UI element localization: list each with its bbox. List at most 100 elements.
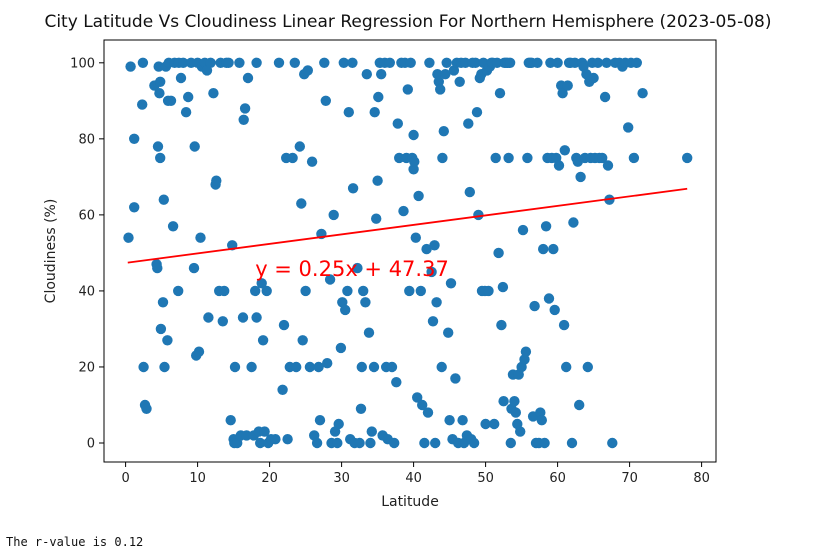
data-point — [162, 335, 173, 346]
data-point — [496, 319, 507, 331]
data-point — [497, 281, 509, 293]
data-point — [431, 297, 442, 308]
data-point — [426, 266, 437, 278]
data-point — [155, 152, 166, 164]
y-tick-label: 0 — [87, 436, 95, 451]
data-point — [153, 61, 164, 72]
data-point — [152, 141, 164, 152]
regression-equation: y = 0.25x + 47.37 — [255, 257, 449, 281]
data-point — [246, 361, 257, 373]
x-tick-label: 10 — [189, 471, 206, 486]
data-point — [637, 88, 648, 99]
data-point — [392, 118, 403, 129]
data-point — [574, 399, 585, 411]
data-point — [324, 274, 336, 285]
data-point — [444, 415, 455, 426]
data-point — [365, 437, 376, 449]
data-point — [445, 278, 457, 289]
data-point — [360, 297, 371, 308]
data-point — [229, 361, 241, 373]
data-point — [123, 232, 134, 243]
data-point — [355, 403, 367, 414]
data-point — [424, 57, 435, 68]
data-point — [225, 415, 236, 426]
y-tick-label: 20 — [78, 360, 95, 375]
data-point — [313, 361, 324, 373]
data-point — [358, 285, 369, 297]
data-point — [211, 175, 222, 186]
y-tick-label: 60 — [78, 208, 95, 223]
data-point — [436, 361, 447, 373]
data-point — [223, 57, 234, 68]
data-point — [498, 396, 509, 407]
data-points — [123, 57, 693, 449]
data-point — [520, 346, 532, 357]
x-tick-label: 40 — [405, 471, 422, 486]
data-point — [504, 57, 516, 68]
data-point — [597, 152, 608, 164]
x-axis-label: Latitude — [381, 494, 439, 510]
data-point — [302, 65, 313, 76]
data-point — [471, 107, 483, 118]
data-point — [391, 377, 402, 388]
data-point — [368, 361, 380, 373]
data-point — [389, 437, 400, 449]
x-tick-label: 50 — [477, 471, 494, 486]
data-point — [464, 186, 475, 198]
data-point — [494, 88, 506, 99]
data-point — [491, 57, 503, 68]
data-point — [273, 57, 285, 68]
data-point — [347, 57, 358, 68]
data-point — [282, 434, 293, 445]
data-point — [157, 297, 169, 308]
data-point — [237, 312, 249, 323]
data-point — [473, 209, 484, 221]
data-point — [203, 312, 214, 323]
data-point — [430, 437, 441, 449]
data-point — [405, 57, 416, 68]
data-point — [557, 88, 568, 99]
data-point — [356, 361, 367, 373]
data-point — [519, 354, 530, 365]
data-point — [415, 285, 426, 297]
data-point — [338, 57, 349, 68]
data-point — [183, 91, 194, 103]
data-point — [553, 160, 565, 171]
x-axis-ticks: 0 10 20 30 40 50 60 70 80 — [121, 462, 710, 486]
data-point — [602, 160, 614, 171]
data-point — [352, 262, 363, 274]
r-value-output: The r-value is 0.12 — [6, 535, 144, 549]
data-point — [398, 205, 409, 217]
data-point — [343, 107, 354, 118]
data-point — [409, 156, 420, 167]
data-point — [373, 91, 384, 103]
data-point — [256, 278, 267, 289]
data-point — [422, 407, 434, 418]
data-point — [575, 171, 586, 183]
data-point — [510, 407, 521, 418]
data-point — [408, 129, 419, 141]
data-point — [421, 243, 432, 255]
data-point — [154, 88, 165, 99]
data-point — [332, 437, 343, 449]
data-point — [366, 426, 377, 437]
data-point — [532, 57, 543, 68]
data-point — [463, 118, 474, 129]
data-point — [505, 437, 516, 449]
data-point — [404, 285, 415, 297]
data-point — [340, 304, 351, 316]
data-point — [566, 437, 578, 449]
data-point — [408, 164, 419, 175]
data-point — [278, 319, 290, 331]
data-point — [241, 430, 252, 441]
x-tick-label: 60 — [549, 471, 566, 486]
data-point — [429, 240, 440, 251]
data-point — [599, 91, 611, 103]
data-point — [167, 221, 179, 232]
data-point — [503, 152, 514, 164]
data-point — [335, 342, 347, 354]
data-point — [238, 114, 249, 126]
data-point — [394, 152, 405, 164]
data-point — [291, 361, 302, 373]
data-point — [539, 437, 550, 449]
